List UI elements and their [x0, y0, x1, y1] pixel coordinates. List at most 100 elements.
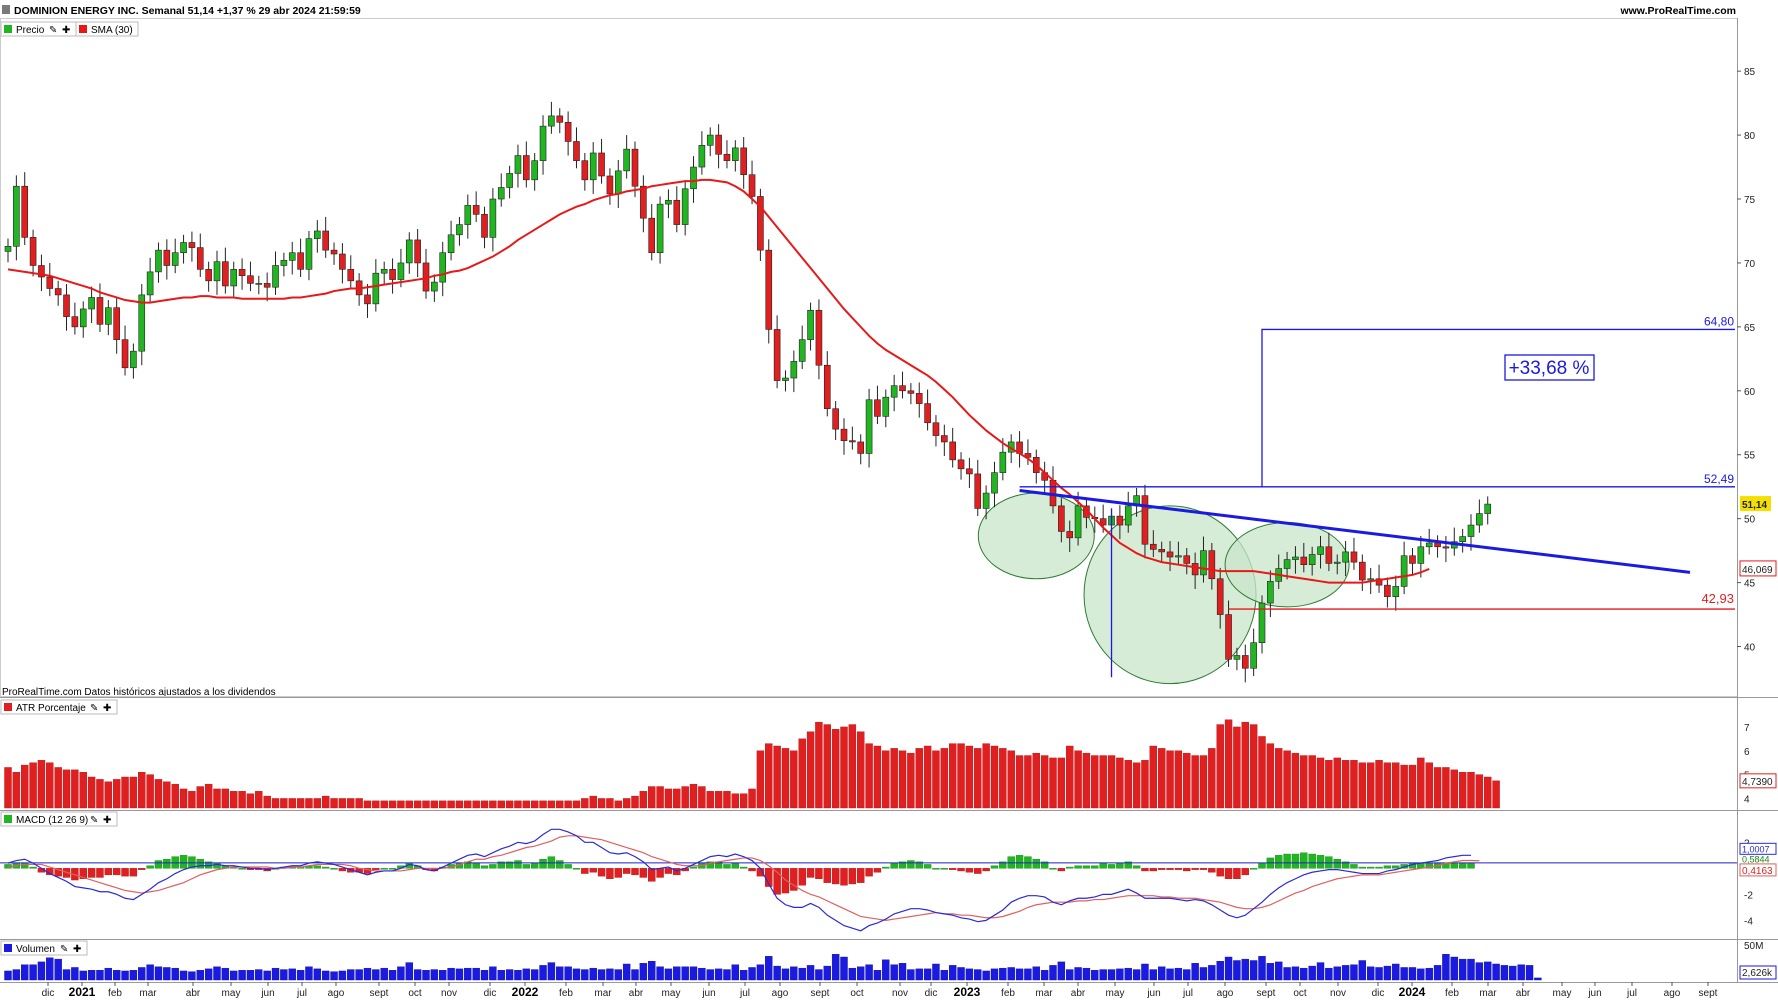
atr-bar: [87, 776, 96, 809]
atr-bar: [1467, 772, 1475, 809]
atr-bar: [405, 800, 413, 809]
plus-icon[interactable]: ✚: [73, 944, 81, 955]
atr-bar: [1408, 764, 1417, 809]
volume-value: 2,626k: [1742, 968, 1773, 979]
plus-icon[interactable]: ✚: [62, 25, 70, 36]
macd-histogram-bar: [330, 868, 338, 870]
volume-bar: [405, 962, 413, 981]
macd-histogram-bar: [1040, 861, 1049, 869]
volume-bar: [447, 967, 455, 981]
atr-bar: [489, 800, 497, 809]
macd-histogram-bar: [940, 868, 949, 870]
candle-body: [840, 428, 848, 441]
site-link[interactable]: www.ProRealTime.com: [1619, 5, 1736, 17]
candle-body: [765, 249, 773, 330]
atr-bar: [12, 772, 21, 809]
volume-bar: [639, 963, 648, 981]
volume-bar: [681, 966, 689, 981]
time-tick-label: dic: [42, 988, 55, 999]
atr-bar: [689, 783, 698, 809]
wrench-icon[interactable]: ✎: [90, 703, 98, 714]
volume-bar: [1500, 965, 1509, 981]
time-tick-label: abr: [629, 988, 644, 999]
volume-bar: [263, 970, 271, 981]
atr-bar: [873, 745, 882, 809]
time-tick-label: jun: [260, 988, 274, 999]
atr-bar: [29, 762, 37, 809]
volume-bar: [1183, 969, 1191, 981]
volume-bar: [522, 968, 531, 981]
wrench-icon[interactable]: ✎: [60, 944, 68, 955]
macd-histogram-bar: [656, 868, 664, 878]
macd-histogram-bar: [380, 868, 388, 870]
macd-signal-line: [7, 835, 1480, 921]
volume-bar: [1467, 958, 1475, 981]
atr-bar: [706, 791, 714, 809]
candle-body: [88, 297, 95, 310]
candle-body: [865, 399, 873, 454]
atr-bar: [1458, 772, 1467, 809]
atr-bar: [597, 798, 606, 809]
volume-bar: [1241, 958, 1249, 981]
candle-body: [364, 294, 371, 305]
time-tick-label: jul: [1626, 988, 1637, 999]
atr-bar: [656, 786, 664, 809]
candle-body: [932, 422, 940, 436]
volume-bar: [1492, 963, 1500, 981]
atr-bar: [204, 783, 213, 809]
volume-bar: [1316, 962, 1325, 981]
macd-histogram-bar: [1074, 865, 1082, 869]
atr-bar: [163, 781, 171, 809]
atr-bar: [271, 798, 280, 809]
atr-bar: [1224, 719, 1233, 809]
atr-bar: [430, 800, 439, 809]
volume-bar: [71, 967, 79, 981]
time-tick-label: jul: [296, 988, 307, 999]
atr-bar: [614, 800, 622, 809]
macd-histogram-bar: [1275, 855, 1283, 869]
candle-body: [740, 147, 747, 176]
candle-body: [280, 260, 288, 266]
wrench-icon[interactable]: ✎: [49, 25, 57, 36]
atr-bar: [497, 800, 505, 809]
atr-bar: [1417, 757, 1425, 809]
candle-body: [1150, 543, 1157, 550]
volume-bar: [1400, 967, 1408, 981]
volume-bar: [948, 965, 957, 981]
volume-bar: [698, 967, 706, 981]
macd-histogram-bar: [1166, 868, 1174, 870]
plus-icon[interactable]: ✚: [103, 815, 111, 826]
volume-bar: [296, 970, 305, 981]
volume-bar: [1191, 963, 1199, 981]
candle-body: [882, 396, 890, 417]
legend-atr: ATR Porcentaje: [16, 703, 86, 714]
candle-body: [991, 472, 998, 494]
atr-bar: [321, 795, 330, 809]
plus-icon[interactable]: ✚: [103, 703, 111, 714]
wrench-icon[interactable]: ✎: [90, 815, 98, 826]
candle-body: [1283, 559, 1291, 569]
atr-bar: [4, 767, 12, 809]
atr-bar: [330, 798, 338, 809]
candle-body: [1200, 550, 1207, 576]
volume-bar: [146, 964, 154, 981]
price-tick-label: 50: [1744, 515, 1756, 526]
volume-bar: [1308, 965, 1316, 981]
macd-histogram-bar: [372, 868, 380, 870]
candle-body: [171, 252, 179, 266]
annotations: 64,80 52,49 42,93 +33,68 %: [1019, 314, 1735, 678]
trend-line: [1019, 489, 1691, 574]
candle-body: [1074, 505, 1082, 539]
candle-body: [397, 262, 405, 280]
volume-bar: [305, 966, 313, 981]
candle-body: [414, 239, 421, 264]
candle-body: [807, 309, 814, 340]
atr-bar: [974, 748, 982, 809]
volume-bar: [1275, 961, 1283, 981]
atr-bar: [823, 724, 831, 809]
candle-body: [1066, 531, 1074, 539]
atr-bar: [631, 795, 639, 809]
candle-body: [1175, 555, 1182, 558]
volume-bar: [1408, 967, 1417, 981]
time-tick-label: 2023: [954, 985, 981, 999]
